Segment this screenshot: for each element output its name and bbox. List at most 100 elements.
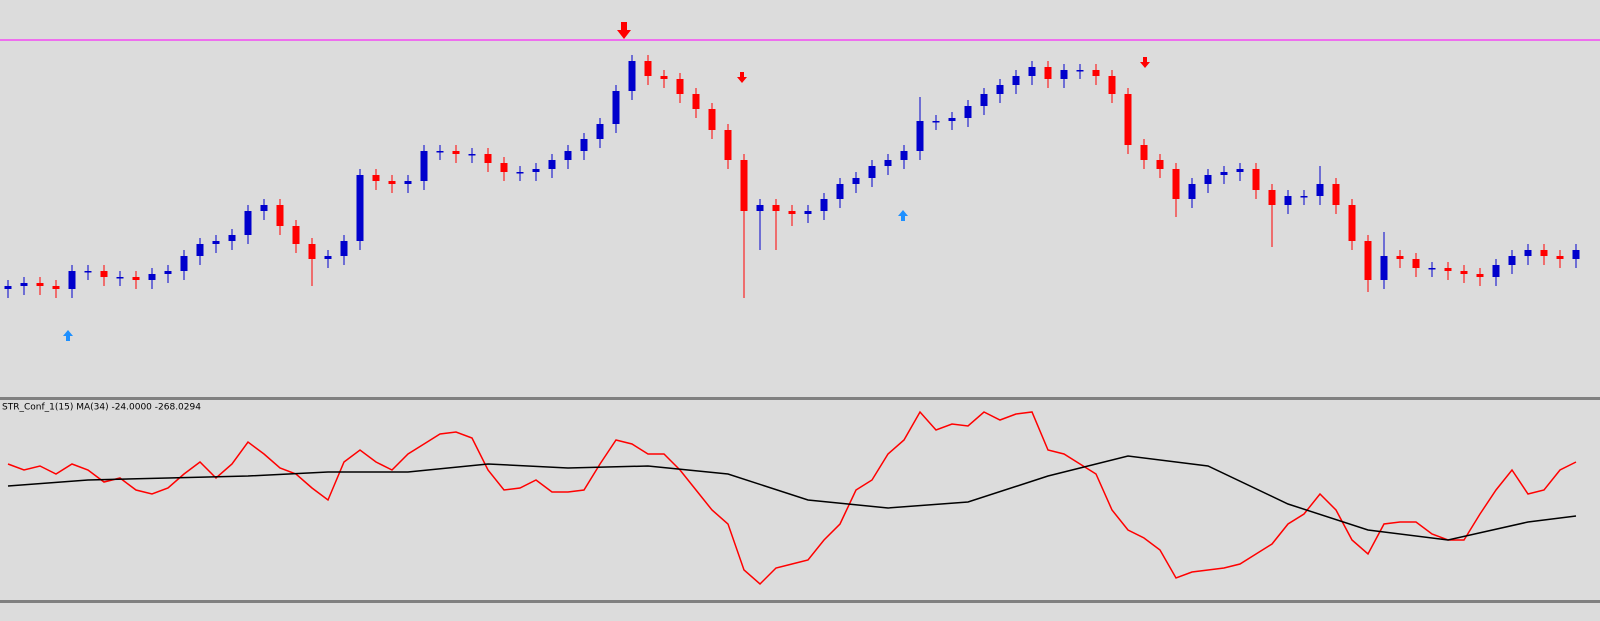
- buy-arrow: [898, 210, 908, 221]
- candle-body: [1508, 256, 1516, 265]
- price-pane: [0, 39, 1600, 298]
- candle-body: [772, 205, 780, 211]
- candle-body: [484, 154, 492, 163]
- candle-body: [996, 85, 1004, 94]
- candle-body: [68, 271, 76, 289]
- candle-body: [1412, 259, 1420, 268]
- candle-body: [724, 130, 732, 160]
- candle-body: [1316, 184, 1324, 196]
- candle-body: [1092, 70, 1100, 76]
- candle-body: [660, 76, 668, 79]
- candle-body: [1076, 70, 1084, 72]
- candle-body: [324, 256, 332, 259]
- candle-body: [1156, 160, 1164, 169]
- candle-body: [276, 205, 284, 226]
- candle-body: [804, 211, 812, 214]
- candle-body: [1028, 67, 1036, 76]
- candle-body: [292, 226, 300, 244]
- candle-body: [52, 286, 60, 289]
- candle-body: [1060, 70, 1068, 79]
- candle-body: [1492, 265, 1500, 277]
- candle-body: [148, 274, 156, 280]
- candle-body: [740, 160, 748, 211]
- candle-body: [1460, 271, 1468, 274]
- candle-body: [84, 271, 92, 273]
- candle-body: [436, 151, 444, 153]
- candle-body: [916, 121, 924, 151]
- candle-body: [1124, 94, 1132, 145]
- candle-body: [372, 175, 380, 181]
- candle-body: [628, 61, 636, 91]
- buy-arrow: [63, 330, 73, 341]
- candle-body: [868, 166, 876, 178]
- candle-body: [676, 79, 684, 94]
- candle-body: [1044, 67, 1052, 79]
- candle-body: [612, 91, 620, 124]
- candle-body: [900, 151, 908, 160]
- candle-body: [452, 151, 460, 154]
- candle-body: [1284, 196, 1292, 205]
- candle-body: [1332, 184, 1340, 205]
- candle-body: [1252, 169, 1260, 190]
- candle-body: [516, 172, 524, 174]
- candle-body: [196, 244, 204, 256]
- candle-body: [1108, 76, 1116, 94]
- candle-body: [388, 181, 396, 184]
- candle-body: [1444, 268, 1452, 271]
- candle-body: [164, 271, 172, 274]
- sell-arrow: [1140, 57, 1150, 68]
- candle-body: [212, 241, 220, 244]
- candle-body: [596, 124, 604, 139]
- candle-body: [308, 244, 316, 259]
- candle-body: [116, 277, 124, 279]
- candle-body: [836, 184, 844, 199]
- candle-body: [132, 277, 140, 280]
- candle-body: [1012, 76, 1020, 85]
- candle-body: [756, 205, 764, 211]
- candle-body: [644, 61, 652, 76]
- candle-body: [468, 154, 476, 156]
- candle-body: [1140, 145, 1148, 160]
- candle-body: [1300, 196, 1308, 198]
- candle-body: [100, 271, 108, 277]
- candle-body: [852, 178, 860, 184]
- candle-body: [260, 205, 268, 211]
- candle-body: [1572, 250, 1580, 259]
- indicator-line: [7, 410, 1577, 586]
- candle-body: [820, 199, 828, 211]
- candle-body: [20, 283, 28, 286]
- candle-body: [420, 151, 428, 181]
- candle-body: [1540, 250, 1548, 256]
- candle-body: [1348, 205, 1356, 241]
- sell-arrow: [737, 72, 747, 83]
- candle-body: [564, 151, 572, 160]
- candle-body: [1204, 175, 1212, 184]
- candle-body: [1364, 241, 1372, 280]
- candle-body: [1396, 256, 1404, 259]
- candle-body: [36, 283, 44, 286]
- candle-body: [340, 241, 348, 256]
- candle-body: [500, 163, 508, 172]
- candle-body: [356, 175, 364, 241]
- candle-body: [180, 256, 188, 271]
- candle-body: [1428, 268, 1436, 270]
- candle-body: [1524, 250, 1532, 256]
- sell-arrow: [617, 22, 631, 39]
- indicator-line: [7, 455, 1577, 541]
- candle-body: [1556, 256, 1564, 259]
- candle-body: [404, 181, 412, 184]
- candle-body: [580, 139, 588, 151]
- candle-body: [932, 121, 940, 123]
- indicator-label: STR_Conf_1(15) MA(34) -24.0000 -268.0294: [2, 403, 201, 413]
- candle-body: [4, 286, 12, 289]
- candle-body: [708, 109, 716, 130]
- candle-body: [548, 160, 556, 169]
- candle-body: [1268, 190, 1276, 205]
- candle-body: [244, 211, 252, 235]
- candle-body: [228, 235, 236, 241]
- candle-body: [1172, 169, 1180, 199]
- candle-body: [1236, 169, 1244, 172]
